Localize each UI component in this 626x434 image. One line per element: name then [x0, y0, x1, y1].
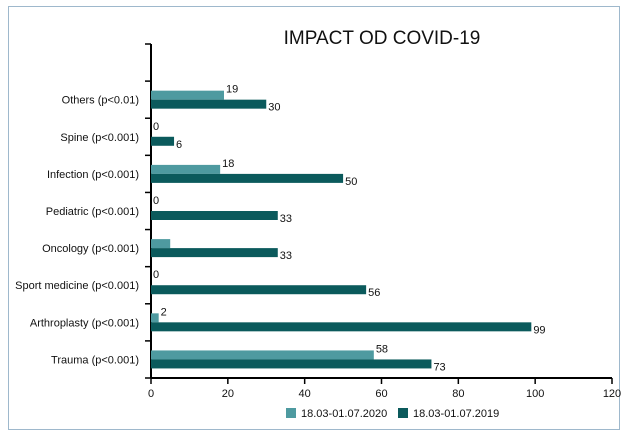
bar-2020	[151, 350, 374, 360]
bar-2019	[151, 173, 344, 183]
bar-2019	[151, 285, 367, 295]
data-label: 73	[433, 361, 445, 373]
category-label: Spine (p<0.001)	[60, 132, 139, 144]
bar-2019	[151, 248, 278, 258]
x-tick-label: 20	[222, 388, 234, 400]
legend-swatch	[286, 408, 296, 418]
bar-2019	[151, 322, 532, 332]
x-tick-label: 40	[299, 388, 311, 400]
bar-2019	[151, 99, 267, 109]
category-label: Sport medicine (p<0.001)	[15, 280, 139, 292]
data-label: 33	[280, 213, 292, 225]
category-label: Trauma (p<0.001)	[51, 354, 139, 366]
data-label: 0	[153, 121, 159, 133]
data-label: 6	[176, 139, 182, 151]
x-tick-label: 120	[603, 388, 621, 400]
category-label: Arthroplasty (p<0.001)	[30, 317, 139, 329]
legend: 18.03-01.07.2020 18.03-01.07.2019	[286, 408, 499, 420]
bar-2020	[151, 164, 221, 174]
x-tick-label: 80	[452, 388, 464, 400]
x-tick-label: 60	[375, 388, 387, 400]
x-tick-label: 100	[526, 388, 544, 400]
data-label: 2	[161, 306, 167, 318]
bars: 58 73 2 99 0 56 33 0 33 18 50 0 6 19 30	[151, 84, 546, 373]
legend-label: 18.03-01.07.2019	[413, 408, 499, 420]
category-label: Oncology (p<0.001)	[42, 243, 139, 255]
data-label: 18	[222, 158, 234, 170]
legend-swatch	[398, 408, 408, 418]
bar-2019	[151, 359, 432, 369]
bar-2019	[151, 136, 175, 146]
chart-title: IMPACT OD COVID-19	[284, 28, 481, 49]
category-label: Others (p<0.01)	[62, 95, 139, 107]
data-label: 33	[280, 250, 292, 262]
bar-2019	[151, 211, 278, 220]
data-label: 30	[268, 102, 280, 114]
data-label: 0	[153, 195, 159, 207]
data-label: 19	[226, 84, 238, 96]
legend-label: 18.03-01.07.2020	[301, 408, 387, 420]
data-label: 58	[376, 343, 388, 355]
bar-2020	[151, 90, 224, 100]
data-label: 50	[345, 176, 357, 188]
x-tick-label: 0	[148, 388, 154, 400]
data-label: 56	[368, 287, 380, 299]
category-label: Pediatric (p<0.001)	[46, 206, 139, 218]
data-label: 99	[533, 324, 545, 336]
bar-2020	[151, 313, 159, 323]
category-label: Infection (p<0.001)	[47, 169, 139, 181]
bar-2020	[151, 239, 171, 249]
data-label: 0	[153, 269, 159, 281]
